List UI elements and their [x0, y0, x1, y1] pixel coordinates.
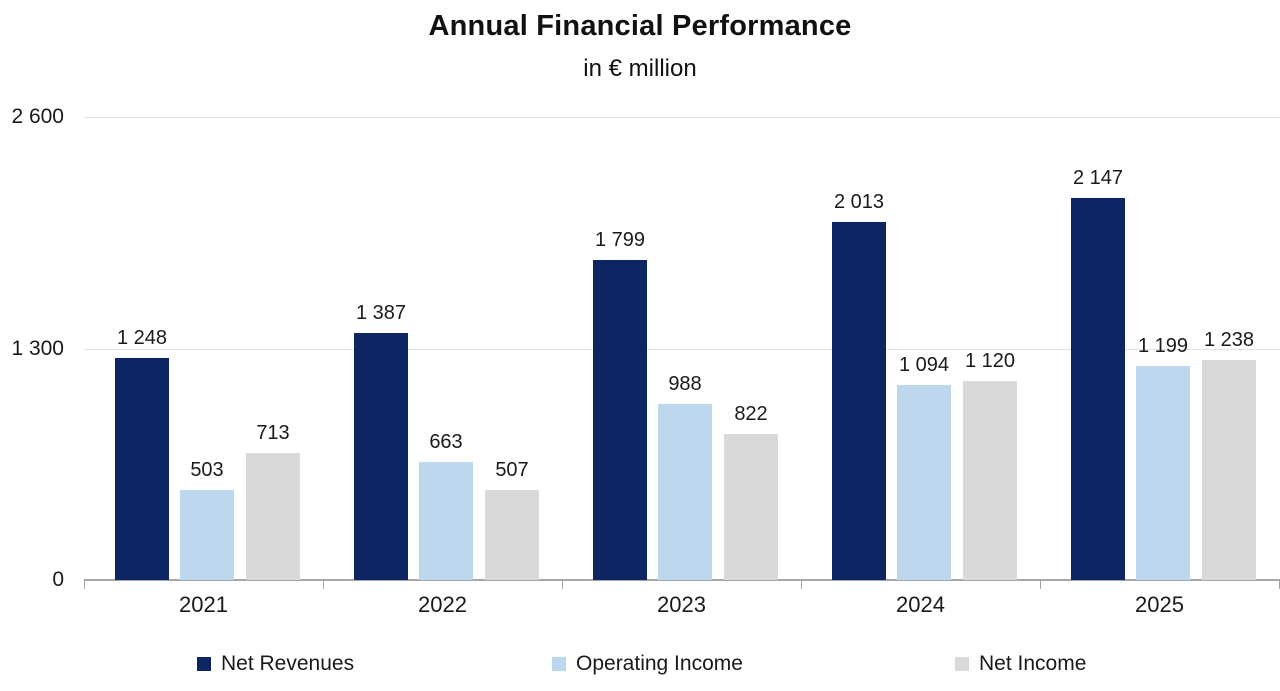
- bar-net-income-2024: [963, 381, 1017, 580]
- legend: Net Revenues Operating Income Net Income: [0, 651, 1280, 681]
- bar-net-income-2023: [724, 434, 778, 580]
- x-axis-label-2022: 2022: [418, 592, 467, 617]
- y-axis-label: 1 300: [11, 337, 64, 360]
- bar-value-label: 2 147: [1072, 167, 1124, 189]
- x-axis-label-2023: 2023: [657, 592, 706, 617]
- legend-label: Operating Income: [576, 652, 743, 675]
- y-axis-label: 2 600: [11, 105, 64, 128]
- bar-value-label: 503: [190, 459, 224, 481]
- bar-value-label: 988: [668, 373, 702, 395]
- bar-net-revenues-2025: [1071, 198, 1125, 580]
- gridline-1300: [84, 349, 1280, 350]
- bar-value-label: 1 238: [1203, 329, 1255, 351]
- chart-title: Annual Financial Performance: [428, 10, 852, 42]
- bar-net-revenues-2024: [832, 222, 886, 580]
- legend-swatch-net-income: [955, 657, 969, 671]
- legend-swatch-net-revenues: [197, 657, 211, 671]
- legend-label: Net Income: [979, 652, 1087, 675]
- bar-value-label: 2 013: [833, 191, 885, 213]
- x-axis-label-2024: 2024: [896, 592, 945, 617]
- bar-value-label: 1 248: [116, 327, 168, 349]
- x-axis-label-2021: 2021: [179, 592, 228, 617]
- bar-value-label: 1 199: [1137, 335, 1189, 357]
- y-axis-label: 0: [52, 568, 64, 591]
- x-axis-label-2025: 2025: [1135, 592, 1184, 617]
- legend-item-net-revenues: Net Revenues: [197, 651, 354, 677]
- gridline-2600: [84, 117, 1280, 118]
- legend-swatch-operating-income: [552, 657, 566, 671]
- legend-item-net-income: Net Income: [955, 651, 1086, 677]
- legend-item-operating-income: Operating Income: [552, 651, 743, 677]
- bar-value-label: 713: [256, 422, 290, 444]
- bar-operating-income-2025: [1136, 366, 1190, 580]
- bar-operating-income-2022: [419, 462, 473, 580]
- bar-net-revenues-2023: [593, 260, 647, 580]
- bar-net-income-2022: [485, 490, 539, 580]
- bar-operating-income-2021: [180, 490, 234, 580]
- legend-label: Net Revenues: [221, 652, 355, 675]
- x-axis-tick: [84, 581, 85, 589]
- bar-value-label: 1 387: [355, 302, 407, 324]
- bar-operating-income-2023: [658, 404, 712, 580]
- bar-net-income-2025: [1202, 360, 1256, 580]
- chart-subtitle: in € million: [583, 55, 697, 82]
- x-axis-tick: [801, 581, 802, 589]
- x-axis-tick: [562, 581, 563, 589]
- bar-value-label: 507: [495, 459, 529, 481]
- bar-value-label: 663: [429, 431, 463, 453]
- bar-value-label: 1 094: [898, 354, 950, 376]
- x-axis-line: [84, 579, 1280, 581]
- bar-operating-income-2024: [897, 385, 951, 580]
- x-axis-tick: [1040, 581, 1041, 589]
- bar-value-label: 1 120: [964, 350, 1016, 372]
- bar-net-income-2021: [246, 453, 300, 580]
- bar-net-revenues-2021: [115, 358, 169, 580]
- bar-value-label: 822: [734, 403, 768, 425]
- bar-value-label: 1 799: [594, 229, 646, 251]
- bar-net-revenues-2022: [354, 333, 408, 580]
- x-axis-tick: [323, 581, 324, 589]
